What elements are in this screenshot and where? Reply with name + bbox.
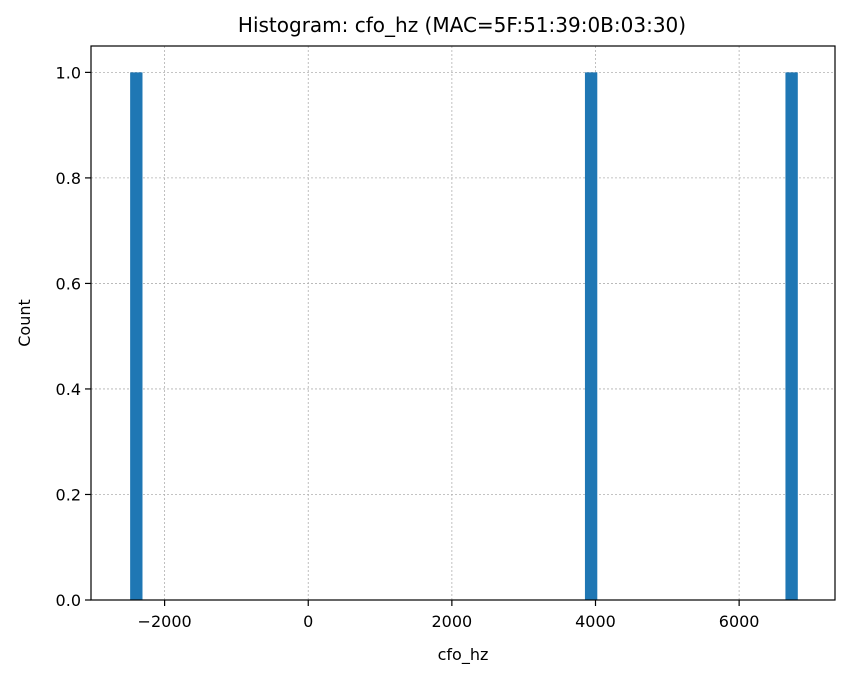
histogram-bar-1 xyxy=(584,72,598,600)
x-tick-label-4: 6000 xyxy=(719,612,760,631)
y-axis-ticks: 0.0 0.2 0.4 0.6 0.8 1.0 xyxy=(56,63,91,610)
x-tick-label-0: −2000 xyxy=(138,612,192,631)
x-tick-3: 4000 xyxy=(575,600,616,631)
y-tick-label-0: 0.0 xyxy=(56,591,81,610)
y-tick-0: 0.0 xyxy=(56,591,91,610)
plot-frame xyxy=(90,45,836,601)
y-tick-label-4: 0.8 xyxy=(56,169,81,188)
x-tick-4: 6000 xyxy=(719,600,760,631)
x-tick-2: 2000 xyxy=(432,600,473,631)
y-tick-label-3: 0.6 xyxy=(56,274,81,293)
y-tick-label-2: 0.4 xyxy=(56,380,81,399)
x-tick-label-2: 2000 xyxy=(432,612,473,631)
x-axis-label: cfo_hz xyxy=(438,645,489,665)
histogram-bar-2 xyxy=(785,72,798,600)
y-tick-label-1: 0.2 xyxy=(56,485,81,504)
y-tick-label-5: 1.0 xyxy=(56,63,81,82)
y-tick-5: 1.0 xyxy=(56,63,91,82)
y-tick-1: 0.2 xyxy=(56,485,91,504)
y-tick-2: 0.4 xyxy=(56,380,91,399)
x-tick-label-3: 4000 xyxy=(575,612,616,631)
histogram-bar-0 xyxy=(130,72,143,600)
x-tick-0: −2000 xyxy=(138,600,192,631)
bars xyxy=(130,72,798,600)
y-tick-3: 0.6 xyxy=(56,274,91,293)
x-tick-label-1: 0 xyxy=(303,612,313,631)
grid xyxy=(91,46,835,601)
y-axis-label: Count xyxy=(15,299,34,347)
y-tick-4: 0.8 xyxy=(56,169,91,188)
chart-title: Histogram: cfo_hz (MAC=5F:51:39:0B:03:30… xyxy=(238,13,686,37)
x-axis-ticks: −2000 0 2000 4000 6000 xyxy=(138,600,760,631)
x-tick-1: 0 xyxy=(303,600,313,631)
